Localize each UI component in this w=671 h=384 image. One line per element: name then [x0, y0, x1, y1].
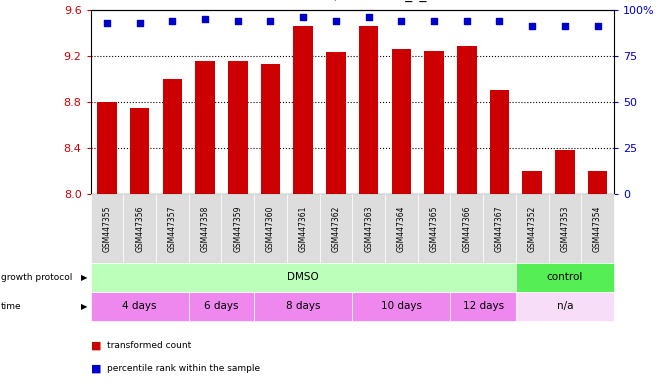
- Bar: [555, 150, 574, 194]
- Point: [101, 20, 112, 26]
- Bar: [293, 26, 313, 194]
- Text: 12 days: 12 days: [462, 301, 504, 311]
- Bar: [97, 102, 117, 194]
- Text: GSM447353: GSM447353: [560, 205, 570, 252]
- Text: GSM447357: GSM447357: [168, 205, 177, 252]
- Point: [560, 23, 570, 29]
- Text: GSM447363: GSM447363: [364, 205, 373, 252]
- Point: [527, 23, 537, 29]
- Point: [200, 16, 211, 22]
- Text: 4 days: 4 days: [122, 301, 157, 311]
- Point: [167, 18, 178, 24]
- Text: time: time: [1, 302, 21, 311]
- Text: GSM447359: GSM447359: [234, 205, 242, 252]
- Bar: [522, 171, 542, 194]
- Bar: [424, 51, 444, 194]
- Text: ▶: ▶: [81, 273, 87, 282]
- Text: 6 days: 6 days: [204, 301, 239, 311]
- Point: [298, 14, 309, 20]
- Point: [494, 18, 505, 24]
- Bar: [130, 108, 150, 194]
- Text: GSM447367: GSM447367: [495, 205, 504, 252]
- Text: GSM447366: GSM447366: [462, 205, 471, 252]
- Text: GSM447364: GSM447364: [397, 205, 406, 252]
- Text: GSM447361: GSM447361: [299, 205, 308, 252]
- Bar: [490, 90, 509, 194]
- Point: [134, 20, 145, 26]
- Text: ▶: ▶: [81, 302, 87, 311]
- Text: GDS3802 / 1434620_s_at: GDS3802 / 1434620_s_at: [264, 0, 440, 2]
- Point: [363, 14, 374, 20]
- Text: GSM447354: GSM447354: [593, 205, 602, 252]
- Point: [396, 18, 407, 24]
- Bar: [260, 64, 280, 194]
- Point: [592, 23, 603, 29]
- Bar: [359, 26, 378, 194]
- Text: percentile rank within the sample: percentile rank within the sample: [107, 364, 260, 373]
- Text: ■: ■: [91, 341, 101, 351]
- Text: GSM447352: GSM447352: [527, 205, 537, 252]
- Text: GSM447355: GSM447355: [103, 205, 111, 252]
- Text: GSM447360: GSM447360: [266, 205, 275, 252]
- Text: GSM447356: GSM447356: [135, 205, 144, 252]
- Point: [429, 18, 440, 24]
- Bar: [326, 52, 346, 194]
- Point: [265, 18, 276, 24]
- Text: GSM447365: GSM447365: [429, 205, 439, 252]
- Text: 10 days: 10 days: [381, 301, 422, 311]
- Text: ■: ■: [91, 364, 101, 374]
- Point: [331, 18, 342, 24]
- Bar: [195, 61, 215, 194]
- Text: DMSO: DMSO: [287, 272, 319, 283]
- Bar: [162, 79, 183, 194]
- Text: control: control: [547, 272, 583, 283]
- Text: growth protocol: growth protocol: [1, 273, 72, 282]
- Bar: [588, 171, 607, 194]
- Text: GSM447358: GSM447358: [201, 205, 209, 252]
- Text: n/a: n/a: [557, 301, 573, 311]
- Bar: [228, 61, 248, 194]
- Bar: [392, 49, 411, 194]
- Text: GSM447362: GSM447362: [331, 205, 340, 252]
- Point: [232, 18, 243, 24]
- Point: [462, 18, 472, 24]
- Text: transformed count: transformed count: [107, 341, 192, 350]
- Text: 8 days: 8 days: [286, 301, 321, 311]
- Bar: [457, 46, 476, 194]
